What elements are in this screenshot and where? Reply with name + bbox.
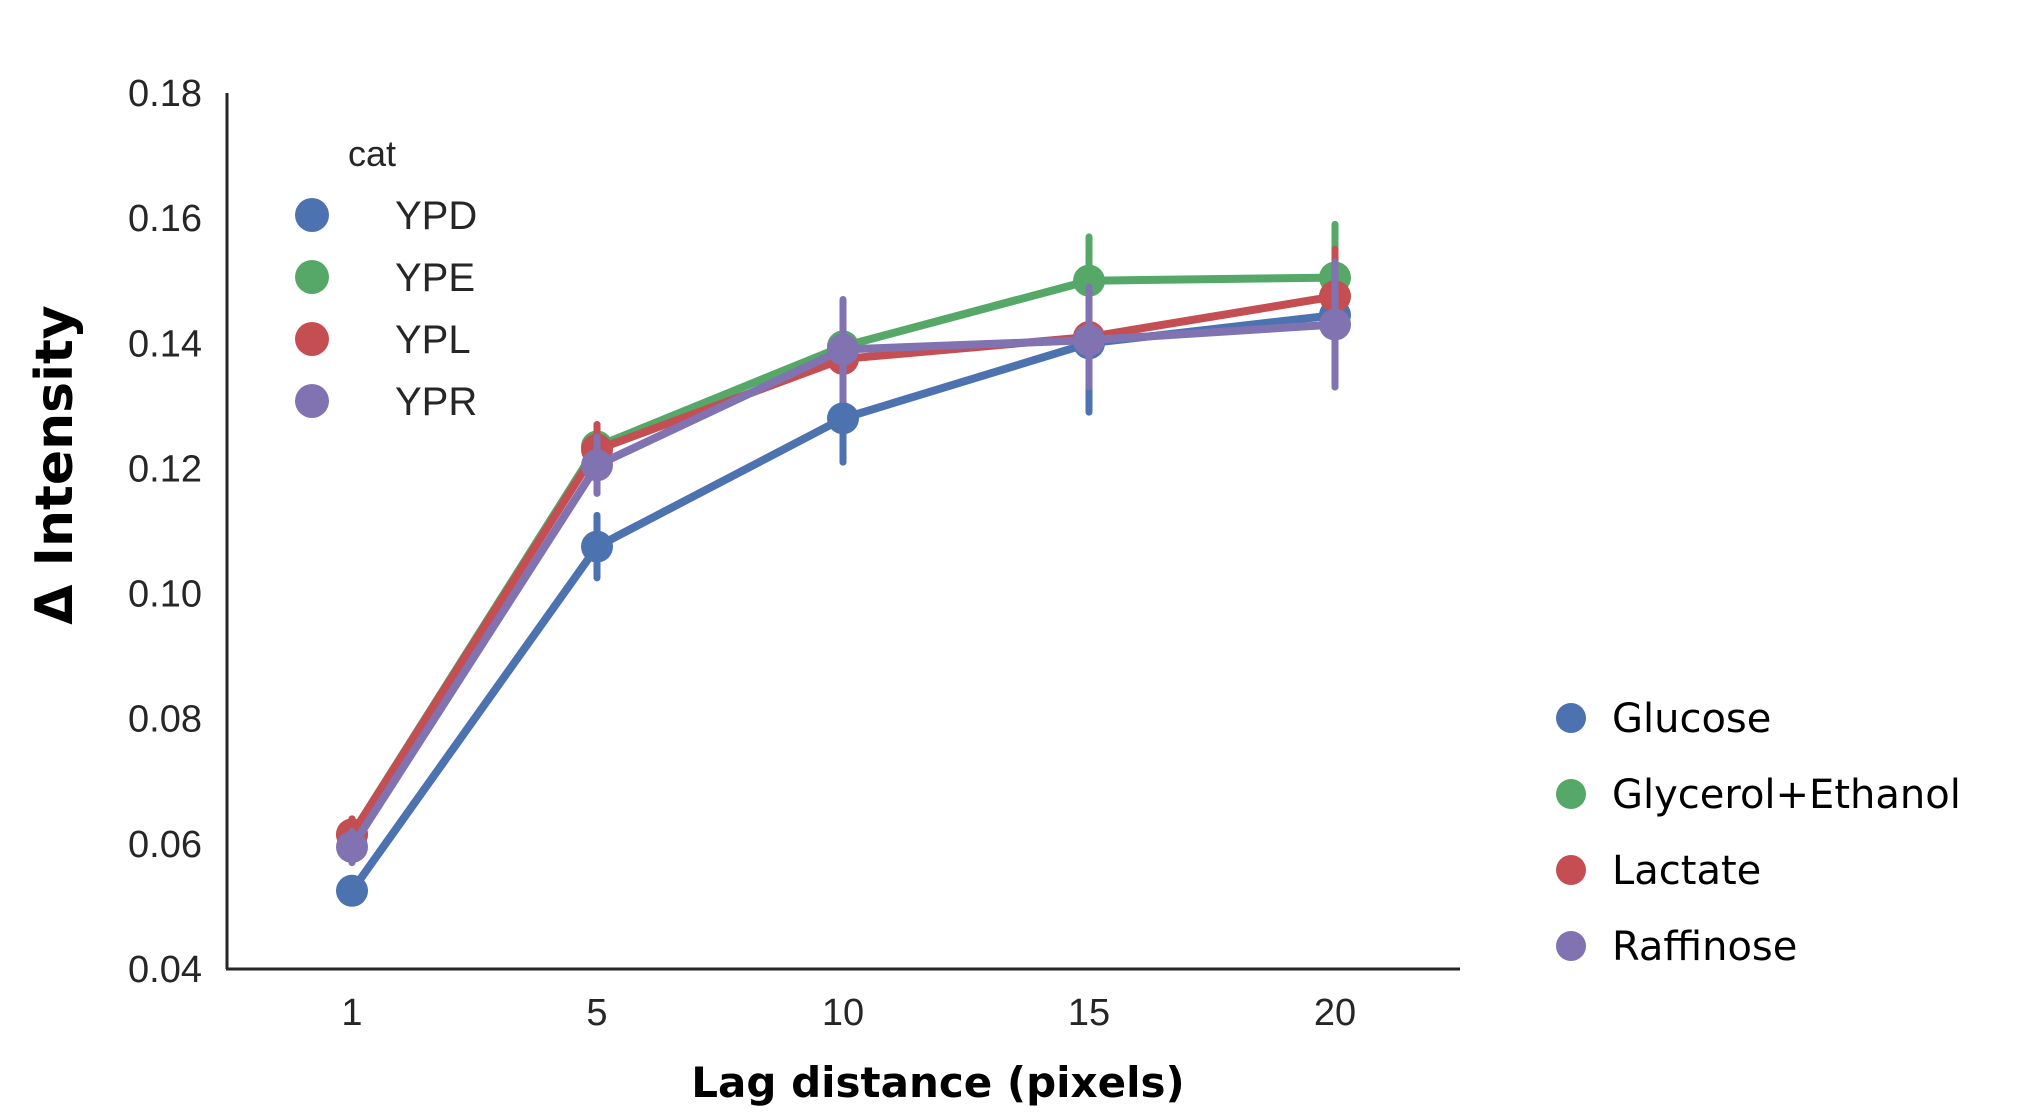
legend-marker (295, 198, 329, 232)
legend-label: Lactate (1612, 848, 1761, 894)
y-tick-label: 0.04 (128, 949, 202, 991)
legend-label: YPD (395, 194, 477, 238)
series-ypr (336, 258, 1351, 867)
legend-marker (1556, 855, 1586, 885)
y-tick-label: 0.16 (128, 198, 202, 240)
legend-label: Glycerol+Ethanol (1612, 772, 1961, 818)
y-tick-label: 0.18 (128, 73, 202, 115)
x-axis-title: Lag distance (pixels) (691, 1058, 1184, 1107)
legend-marker (295, 260, 329, 294)
legend-label: YPL (395, 318, 471, 362)
x-tick-label: 5 (586, 992, 607, 1034)
data-point (336, 830, 368, 863)
legend-marker (1556, 703, 1586, 733)
y-tick-label: 0.08 (128, 699, 202, 741)
y-tick-labels: 0.04 0.06 0.08 0.10 0.12 0.14 0.16 0.18 (128, 73, 202, 991)
data-point (336, 874, 368, 907)
legend-marker (1556, 779, 1586, 809)
data-point (1073, 264, 1105, 297)
y-tick-label: 0.06 (128, 824, 202, 866)
legend-label: Glucose (1612, 696, 1771, 742)
x-tick-label: 15 (1068, 992, 1110, 1034)
legend-marker (295, 322, 329, 356)
y-tick-label: 0.10 (128, 574, 202, 616)
legend-label: YPE (395, 256, 475, 300)
legend-label: Raffinose (1612, 924, 1797, 970)
legend-cat: cat YPD YPE YPL YPR (295, 133, 477, 424)
data-point (1319, 308, 1351, 341)
y-tick-label: 0.12 (128, 448, 202, 490)
data-point (827, 333, 859, 366)
legend-title: cat (348, 133, 396, 174)
data-point (827, 402, 859, 435)
x-tick-labels: 1 5 10 15 20 (341, 992, 1356, 1034)
legend-label: YPR (395, 380, 477, 424)
series-layer (336, 220, 1351, 907)
axes (225, 93, 1460, 971)
y-tick-label: 0.14 (128, 323, 202, 365)
legend-media: Glucose Glycerol+Ethanol Lactate Raffinose (1556, 696, 1961, 970)
x-tick-label: 1 (341, 992, 362, 1034)
data-point (1073, 324, 1105, 357)
legend-marker (1556, 931, 1586, 961)
x-tick-label: 10 (822, 992, 864, 1034)
y-axis-title: Δ Intensity (25, 305, 85, 624)
legend-marker (295, 384, 329, 418)
data-point (581, 449, 613, 482)
data-point (581, 530, 613, 563)
x-tick-label: 20 (1314, 992, 1356, 1034)
